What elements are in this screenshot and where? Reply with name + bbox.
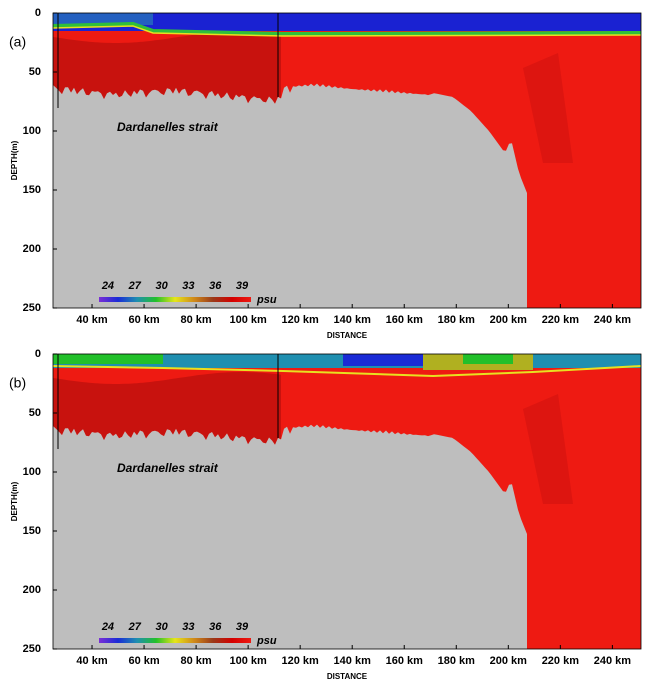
- x-tick-label: 120 km: [282, 655, 320, 667]
- colorbar-unit: psu: [256, 635, 277, 647]
- x-tick-label: 160 km: [386, 655, 424, 667]
- annotation: Dardanelles strait: [117, 461, 219, 475]
- x-tick-label: 180 km: [438, 314, 476, 326]
- halocline: [53, 25, 641, 37]
- colorbar-tick-label: 30: [155, 621, 168, 633]
- colorbar-tick-label: 36: [209, 621, 222, 633]
- surface-layer: [343, 354, 423, 366]
- field: [53, 13, 641, 308]
- x-tick-label: 200 km: [490, 314, 528, 326]
- colorbar-tick-label: 27: [128, 280, 142, 292]
- y-tick-label: 200: [23, 584, 41, 596]
- surface-layer: [463, 354, 513, 364]
- colorbar-tick-label: 30: [155, 280, 168, 292]
- y-tick-label: 0: [35, 348, 41, 360]
- surface-layer: [53, 13, 641, 31]
- x-tick-label: 140 km: [334, 655, 372, 667]
- x-tick-label: 40 km: [76, 314, 107, 326]
- x-tick-label: 220 km: [542, 655, 580, 667]
- dense-water: [523, 53, 573, 163]
- seabed: [53, 83, 527, 308]
- y-tick-label: 100: [23, 466, 41, 478]
- panel-label: (a): [9, 34, 26, 50]
- colorbar-tick-label: 39: [236, 621, 249, 633]
- y-tick-label: 150: [23, 184, 41, 196]
- halocline: [53, 365, 641, 378]
- surface-layer: [53, 13, 153, 25]
- plot-frame: [52, 12, 642, 309]
- y-tick-label: 0: [35, 7, 41, 19]
- x-tick-label: 220 km: [542, 314, 580, 326]
- seabed: [53, 424, 527, 649]
- x-tick-label: 60 km: [128, 655, 159, 667]
- x-tick-label: 60 km: [128, 314, 159, 326]
- x-tick-label: 240 km: [594, 314, 632, 326]
- dense-water: [523, 394, 573, 504]
- panel-label: (b): [9, 375, 26, 391]
- annotation: Dardanelles strait: [117, 120, 219, 134]
- colorbar-tick-label: 39: [236, 280, 249, 292]
- plot-frame: [52, 353, 642, 650]
- x-tick-label: 180 km: [438, 655, 476, 667]
- y-tick-label: 50: [29, 407, 41, 419]
- colorbar-tick-label: 27: [128, 621, 142, 633]
- y-tick-label: 50: [29, 66, 41, 78]
- colorbar-tick-label: 36: [209, 280, 222, 292]
- colorbar-tick-label: 33: [182, 621, 194, 633]
- panel: 0 50 100 150 200 250 40 km 60 km 80 km 100 km 120 …: [23, 7, 642, 340]
- colorbar-tick-label: 24: [101, 621, 114, 633]
- x-tick-label: 140 km: [334, 314, 372, 326]
- dense-water: [53, 372, 281, 445]
- x-tick-label: 80 km: [180, 314, 211, 326]
- y-tick-label: 250: [23, 302, 41, 314]
- surface-layer: [553, 354, 641, 364]
- y-axis-title: DEPTH(m): [10, 481, 19, 521]
- colorbar-tick-label: 24: [101, 280, 114, 292]
- y-axis-title: DEPTH(m): [10, 140, 19, 180]
- x-tick-label: 240 km: [594, 655, 632, 667]
- x-tick-label: 120 km: [282, 314, 320, 326]
- colorbar: [99, 638, 251, 643]
- x-tick-label: 40 km: [76, 655, 107, 667]
- halocline: [53, 21, 641, 37]
- dense-water: [53, 31, 281, 104]
- x-tick-label: 100 km: [229, 314, 267, 326]
- y-tick-label: 100: [23, 125, 41, 137]
- y-tick-label: 250: [23, 643, 41, 655]
- colorbar-tick-label: 33: [182, 280, 194, 292]
- field: [53, 354, 641, 649]
- y-tick-label: 200: [23, 243, 41, 255]
- x-tick-label: 200 km: [490, 655, 528, 667]
- x-axis-title: DISTANCE: [327, 672, 368, 681]
- x-axis-title: DISTANCE: [327, 331, 368, 340]
- colorbar-unit: psu: [256, 294, 277, 306]
- y-tick-label: 150: [23, 525, 41, 537]
- x-tick-label: 80 km: [180, 655, 211, 667]
- x-tick-label: 160 km: [386, 314, 424, 326]
- colorbar: [99, 297, 251, 302]
- panel: 0 50 100 150 200 250 40 km 60 km 80 km 100 km 120 …: [23, 348, 642, 681]
- x-tick-label: 100 km: [229, 655, 267, 667]
- surface-layer: [53, 354, 163, 364]
